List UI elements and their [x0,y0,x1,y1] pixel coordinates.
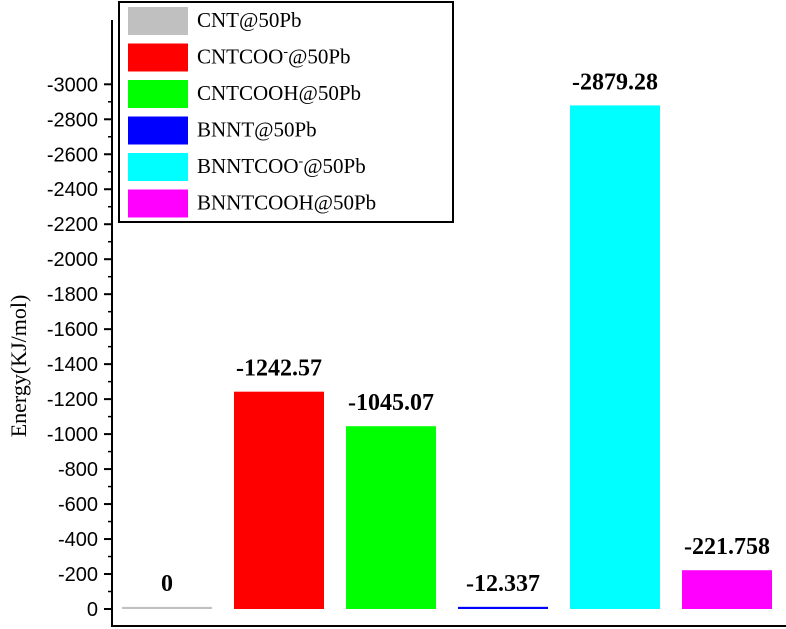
legend-box [118,1,454,223]
data-label-4: -2879.28 [572,69,658,95]
data-label-3: -12.337 [466,571,540,597]
data-label-0: 0 [161,571,173,597]
legend-swatch-0 [128,7,188,35]
bar-5 [682,570,772,609]
data-labels: 0 -1242.57 -1045.07 -12.337 -2879.28 -221.758 [161,69,770,596]
bar-4 [570,105,660,609]
y-axis-title: Energy(KJ/mol) [6,295,31,438]
y-tick-label: -800 [58,459,98,481]
legend-swatch-5 [128,189,188,218]
data-label-1: -1242.57 [236,356,322,382]
y-tick-label: -2400 [47,179,98,201]
y-tick-label: -1800 [47,284,98,306]
y-tick-label: -200 [58,564,98,586]
bar-3 [458,606,548,609]
bar-2 [346,426,436,609]
y-tick-label: -1000 [47,424,98,446]
bar-1 [234,391,324,609]
legend-swatch-4 [128,153,188,181]
legend-label-3: BNNT@50Pb [197,118,317,142]
y-tick-label: -400 [58,529,98,551]
bars [122,105,772,609]
legend-label-2: CNTCOOH@50Pb [197,81,361,105]
y-axis: 0 -200 -400 -600 -800 -1000 -1200 -1400 -1600 -18… [47,20,786,627]
y-tick-label: -600 [58,494,98,516]
legend-label-0: CNT@50Pb [197,8,302,32]
data-label-2: -1045.07 [348,390,434,416]
y-tick-label: -2600 [47,144,98,166]
y-tick-label: -3000 [47,74,98,96]
y-tick-label: 0 [87,599,98,621]
legend-label-4: BNNTCOO-@50Pb [197,154,366,178]
legend-label-1: CNTCOO-@50Pb [197,45,351,69]
y-tick-label: -2200 [47,214,98,236]
data-label-5: -221.758 [684,534,770,560]
legend-swatch-2 [128,80,188,108]
legend-swatch-3 [128,116,188,145]
y-tick-label: -2000 [47,249,98,271]
y-tick-label: -2800 [47,109,98,131]
y-tick-label: -1200 [47,389,98,411]
legend-swatch-1 [128,43,188,72]
y-tick-label: -1600 [47,319,98,341]
bar-0 [122,606,212,609]
y-tick-label: -1400 [47,354,98,376]
legend: CNT@50Pb CNTCOO-@50Pb CNTCOOH@50Pb BNNT@50P… [118,1,454,223]
legend-label-5: BNNTCOOH@50Pb [197,191,376,215]
